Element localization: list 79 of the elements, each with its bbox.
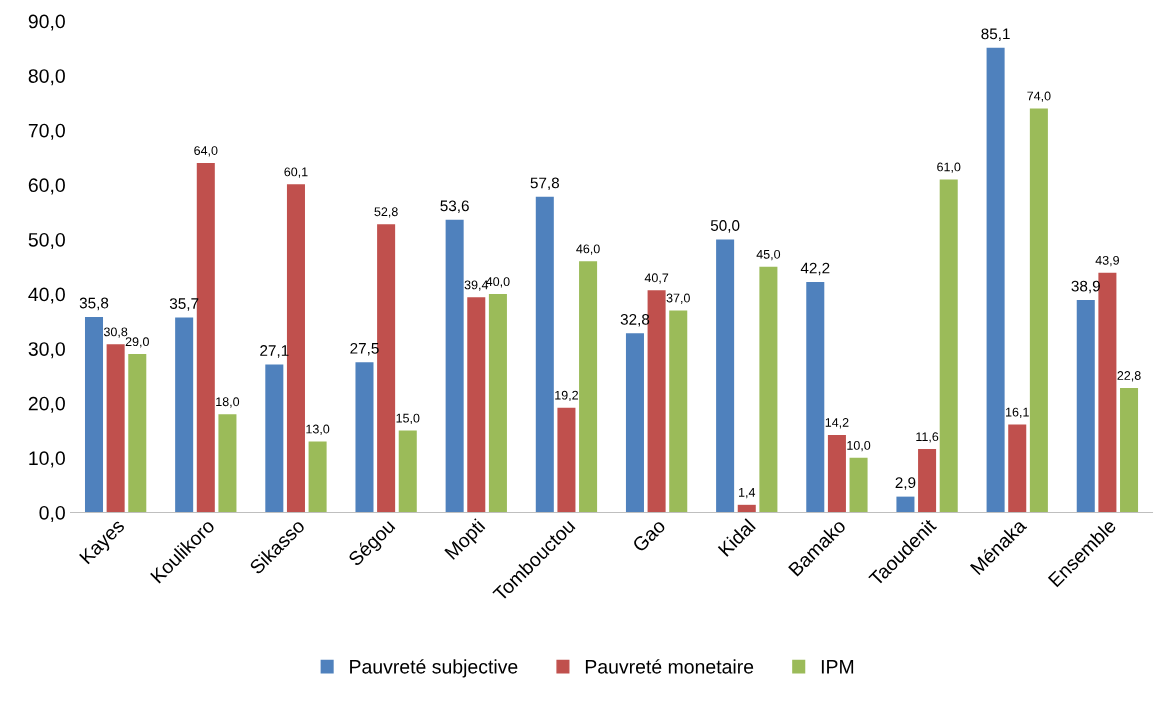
legend-label: Pauvreté subjective — [350, 659, 518, 678]
bar — [918, 449, 937, 513]
data-label: 74,0 — [1027, 91, 1051, 102]
data-label: 29,0 — [125, 337, 149, 348]
data-label: 19,2 — [555, 390, 578, 402]
data-label: 39,4 — [464, 280, 489, 291]
bar — [535, 196, 554, 513]
legend-label: Pauvreté monetaire — [585, 659, 754, 674]
y-tick-label: 0,0 — [39, 505, 65, 522]
bar — [986, 47, 1005, 513]
bar — [896, 496, 915, 513]
data-label: 85,1 — [981, 28, 1010, 42]
x-tick-label: Gao — [631, 518, 667, 553]
data-label: 15,0 — [396, 413, 420, 425]
bar — [716, 239, 735, 513]
data-label: 52,8 — [374, 207, 398, 218]
bar — [647, 290, 666, 513]
data-label: 60,1 — [284, 167, 308, 178]
bar — [128, 354, 147, 513]
data-label: 37,0 — [666, 293, 690, 304]
data-label: 40,7 — [644, 273, 669, 284]
bar — [579, 261, 598, 513]
bar — [1076, 300, 1095, 513]
bar — [84, 316, 104, 513]
bar — [377, 224, 396, 513]
data-label: 16,1 — [1006, 407, 1029, 418]
data-label: 30,8 — [103, 327, 128, 338]
bar — [669, 310, 688, 513]
bar — [265, 364, 284, 513]
bar — [1098, 272, 1117, 513]
bar — [759, 266, 778, 513]
data-label: 35,8 — [79, 297, 109, 311]
y-tick-label: 50,0 — [28, 232, 65, 249]
data-label: 61,0 — [937, 162, 961, 173]
y-tick-label: 30,0 — [28, 342, 65, 359]
bar — [806, 282, 825, 513]
data-label: 11,6 — [916, 432, 939, 443]
data-label: 40,0 — [486, 277, 510, 288]
bar — [218, 414, 237, 513]
data-label: 22,8 — [1117, 371, 1141, 382]
data-label: 50,0 — [710, 220, 740, 233]
data-label: 53,6 — [440, 200, 469, 214]
legend-label: IPM — [821, 660, 854, 674]
data-label: 2,9 — [895, 477, 916, 490]
data-label: 42,2 — [800, 262, 830, 276]
bar — [106, 344, 125, 513]
bar — [625, 333, 644, 513]
y-tick-label: 10,0 — [29, 451, 65, 468]
data-label: 45,0 — [756, 249, 781, 261]
data-label: 43,9 — [1095, 255, 1119, 267]
bar — [467, 297, 486, 513]
bar — [939, 179, 958, 513]
y-tick-label: 80,0 — [28, 69, 65, 86]
data-label: 46,0 — [576, 244, 600, 255]
data-label: 10,0 — [847, 440, 871, 452]
bar — [175, 317, 194, 513]
bar — [1120, 387, 1139, 513]
data-label: 57,8 — [530, 177, 560, 191]
bar — [398, 430, 417, 513]
y-tick-label: 70,0 — [28, 123, 65, 140]
bar — [557, 407, 576, 513]
bar — [1008, 424, 1027, 513]
data-label: 1,4 — [739, 488, 756, 499]
data-label: 64,0 — [194, 146, 218, 157]
bar — [308, 441, 327, 513]
y-tick-label: 20,0 — [28, 396, 65, 413]
y-tick-label: 40,0 — [28, 287, 65, 304]
bar — [849, 457, 868, 513]
bar — [445, 219, 464, 513]
data-label: 18,0 — [216, 397, 240, 408]
bar — [488, 294, 507, 513]
data-label: 13,0 — [306, 424, 330, 435]
data-label: 14,2 — [825, 418, 849, 429]
y-tick-label: 90,0 — [28, 14, 65, 31]
bar — [827, 434, 846, 513]
bar — [355, 362, 374, 513]
bar — [737, 504, 756, 513]
bar — [1029, 108, 1048, 513]
y-tick-label: 60,0 — [28, 178, 65, 195]
